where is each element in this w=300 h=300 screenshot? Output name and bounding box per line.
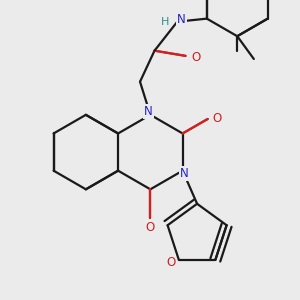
Text: O: O [166,256,175,268]
Text: N: N [177,13,186,26]
Text: O: O [212,112,222,125]
Text: O: O [191,51,200,64]
Text: N: N [144,105,153,118]
Text: O: O [146,221,155,234]
Text: H: H [161,17,169,27]
Text: N: N [180,167,189,180]
